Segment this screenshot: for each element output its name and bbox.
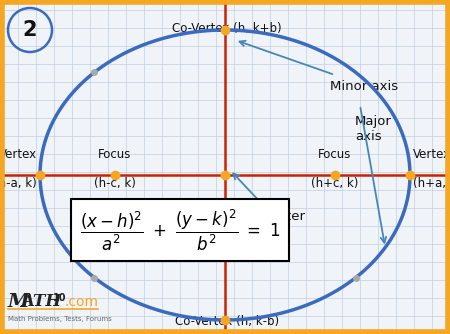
Text: Major
axis: Major axis [355,115,392,143]
Text: Center: Center [260,210,305,223]
Text: .com: .com [64,295,98,309]
Text: (h-a, k): (h-a, k) [0,177,37,190]
Text: Focus: Focus [98,148,132,161]
Text: (h-c, k): (h-c, k) [94,177,136,190]
Text: Math Problems, Tests, Forums: Math Problems, Tests, Forums [8,316,112,322]
Text: 10: 10 [53,293,67,303]
Text: $\dfrac{(x-h)^2}{a^2}\ +\ \dfrac{(y-k)^2}{b^2}\ =\ 1$: $\dfrac{(x-h)^2}{a^2}\ +\ \dfrac{(y-k)^2… [80,207,280,253]
Text: Co-Vertex (h, k+b): Co-Vertex (h, k+b) [172,22,282,35]
Text: (h+a, k): (h+a, k) [413,177,450,190]
Text: ATH: ATH [21,294,61,311]
Text: (h+c, k): (h+c, k) [311,177,359,190]
Text: Minor axis: Minor axis [330,80,398,93]
Text: Vertex: Vertex [0,148,37,161]
Text: Vertex: Vertex [413,148,450,161]
Text: Focus: Focus [318,148,352,161]
Text: M: M [8,293,30,311]
Text: 2: 2 [23,20,37,40]
Text: Co-Vertex (h, k-b): Co-Vertex (h, k-b) [175,315,279,328]
